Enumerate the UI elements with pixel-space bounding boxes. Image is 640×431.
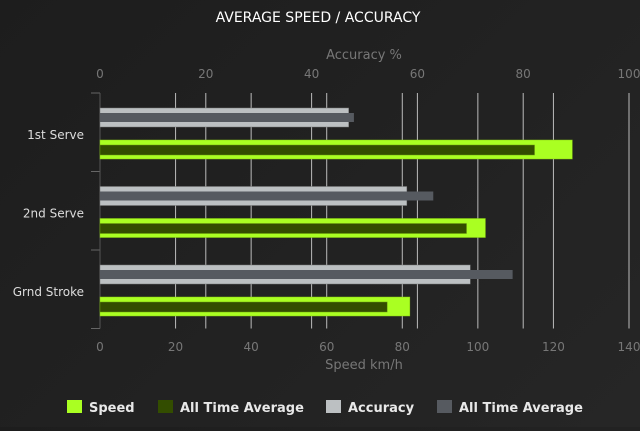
bar-accuracy-all-time-average	[100, 270, 513, 279]
legend-label: All Time Average	[459, 401, 583, 416]
bottom-tick-label: 60	[319, 340, 334, 354]
top-tick-label: 100	[618, 67, 640, 81]
top-tick-label: 80	[516, 67, 531, 81]
bar-speed-all-time-average	[99, 144, 535, 156]
legend-swatch	[158, 400, 173, 413]
top-axis-label: Accuracy %	[326, 48, 402, 63]
bottom-tick-label: 140	[618, 340, 640, 354]
bar-accuracy-all-time-average	[100, 113, 354, 122]
legend-label: Speed	[89, 401, 135, 416]
chart-title: AVERAGE SPEED / ACCURACY	[216, 10, 421, 26]
top-tick-label: 40	[304, 67, 319, 81]
legend-swatch	[437, 400, 452, 413]
category-label: 1st Serve	[27, 128, 84, 142]
top-tick-label: 20	[198, 67, 213, 81]
bottom-tick-label: 80	[395, 340, 410, 354]
bottom-tick-label: 0	[96, 340, 104, 354]
category-label: Grnd Stroke	[13, 285, 84, 299]
bottom-tick-label: 40	[244, 340, 259, 354]
bottom-tick-label: 100	[466, 340, 489, 354]
category-label: 2nd Serve	[23, 207, 84, 221]
legend-swatch	[67, 400, 82, 413]
top-tick-label: 0	[96, 67, 104, 81]
legend-label: Accuracy	[348, 401, 415, 416]
bar-accuracy-all-time-average	[100, 191, 434, 201]
bar-speed-all-time-average	[99, 223, 467, 234]
legend-label: All Time Average	[180, 401, 304, 416]
legend-swatch	[326, 400, 341, 413]
bar-speed-all-time-average	[99, 301, 388, 313]
bottom-tick-label: 20	[168, 340, 183, 354]
top-tick-label: 60	[410, 67, 425, 81]
bottom-tick-label: 120	[542, 340, 565, 354]
bottom-axis-label: Speed km/h	[325, 358, 403, 373]
